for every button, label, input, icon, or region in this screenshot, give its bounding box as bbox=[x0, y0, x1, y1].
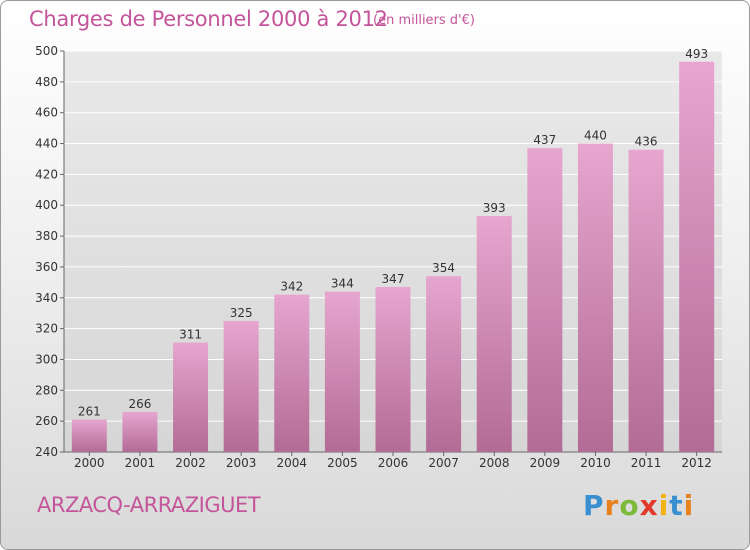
data-label: 344 bbox=[331, 277, 354, 291]
proxiti-logo: Proxiti bbox=[583, 489, 694, 522]
y-tick-label: 320 bbox=[35, 322, 58, 336]
y-tick-label: 300 bbox=[35, 352, 58, 366]
data-label: 311 bbox=[179, 327, 202, 341]
x-tick-label: 2000 bbox=[74, 456, 105, 470]
y-tick-label: 440 bbox=[35, 137, 58, 151]
chart-subtitle: (en milliers d'€) bbox=[373, 13, 475, 28]
commune-name: ARZACQ-ARRAZIGUET bbox=[37, 493, 261, 517]
data-label: 436 bbox=[635, 135, 658, 149]
data-label: 493 bbox=[685, 47, 708, 61]
y-tick-label: 260 bbox=[35, 414, 58, 428]
bar bbox=[71, 419, 107, 452]
chart-title: Charges de Personnel 2000 à 2012 bbox=[29, 7, 388, 31]
bar bbox=[679, 61, 715, 453]
x-tick-label: 2005 bbox=[327, 456, 358, 470]
y-tick-label: 360 bbox=[35, 260, 58, 274]
bar bbox=[324, 291, 360, 452]
bar bbox=[628, 149, 664, 452]
y-tick-label: 500 bbox=[35, 44, 58, 58]
y-tick-label: 280 bbox=[35, 383, 58, 397]
bar bbox=[577, 143, 613, 453]
logo-letter: i bbox=[658, 489, 670, 522]
bar bbox=[274, 294, 310, 452]
y-tick-label: 480 bbox=[35, 75, 58, 89]
logo-letter: o bbox=[619, 489, 640, 522]
bar bbox=[375, 286, 411, 452]
y-tick-label: 380 bbox=[35, 229, 58, 243]
logo-letter: r bbox=[604, 489, 620, 522]
data-label: 393 bbox=[483, 201, 506, 215]
x-tick-label: 2007 bbox=[428, 456, 459, 470]
logo-letter: i bbox=[683, 489, 695, 522]
bar bbox=[527, 148, 563, 452]
x-tick-label: 2008 bbox=[479, 456, 510, 470]
bar bbox=[223, 320, 259, 452]
x-tick-label: 2010 bbox=[580, 456, 611, 470]
x-tick-label: 2006 bbox=[378, 456, 409, 470]
y-tick-label: 240 bbox=[35, 445, 58, 459]
data-label: 261 bbox=[78, 405, 101, 419]
data-label: 440 bbox=[584, 129, 607, 143]
y-tick-label: 460 bbox=[35, 106, 58, 120]
x-tick-label: 2012 bbox=[681, 456, 712, 470]
data-label: 437 bbox=[533, 133, 556, 147]
x-tick-label: 2009 bbox=[530, 456, 561, 470]
bar bbox=[173, 342, 209, 452]
data-label: 266 bbox=[128, 397, 151, 411]
x-tick-label: 2003 bbox=[226, 456, 257, 470]
y-tick-label: 400 bbox=[35, 198, 58, 212]
data-label: 347 bbox=[382, 272, 405, 286]
y-tick-label: 420 bbox=[35, 167, 58, 181]
logo-letter: t bbox=[669, 489, 684, 522]
data-label: 325 bbox=[230, 306, 253, 320]
data-label: 342 bbox=[280, 280, 303, 294]
data-label: 354 bbox=[432, 261, 455, 275]
x-tick-label: 2004 bbox=[276, 456, 307, 470]
bar bbox=[476, 216, 512, 452]
x-tick-label: 2002 bbox=[175, 456, 206, 470]
x-tick-label: 2011 bbox=[631, 456, 662, 470]
bar bbox=[426, 276, 462, 452]
logo-letter: P bbox=[583, 489, 605, 522]
y-tick-label: 340 bbox=[35, 291, 58, 305]
x-tick-label: 2001 bbox=[125, 456, 156, 470]
logo-letter: x bbox=[639, 489, 659, 522]
bar bbox=[122, 411, 158, 452]
